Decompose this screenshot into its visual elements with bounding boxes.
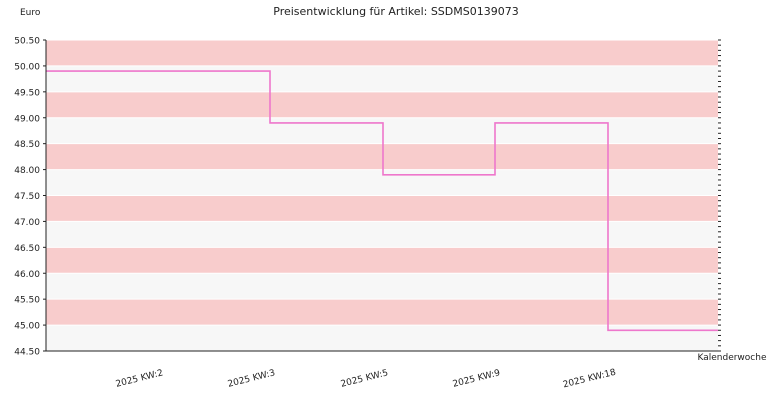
y-tick-label: 46.50: [14, 244, 40, 254]
y-axis-label: Euro: [20, 8, 41, 18]
band: [46, 299, 718, 326]
x-tick-label: 2025 KW:9: [452, 368, 502, 389]
y-tick-label: 45.00: [14, 322, 40, 332]
y-tick-label: 44.50: [14, 348, 40, 358]
y-tick-label: 48.50: [14, 140, 40, 150]
y-tick-label: 48.00: [14, 166, 40, 176]
band: [46, 247, 718, 274]
y-tick-label: 49.50: [14, 88, 40, 98]
chart-title: Preisentwicklung für Artikel: SSDMS01390…: [273, 5, 518, 18]
band: [46, 195, 718, 222]
x-tick-label: 2025 KW:5: [340, 368, 389, 389]
x-tick-label: 2025 KW:2: [115, 368, 164, 389]
x-tick-labels: 2025 KW:2 2025 KW:3 2025 KW:5 2025 KW:9 2025…: [115, 368, 618, 391]
band: [46, 40, 718, 66]
price-step-line: [46, 70, 718, 332]
y-tick-label: 50.50: [14, 37, 40, 47]
y-tick-label: 50.00: [14, 62, 40, 72]
y-tick-label: 47.00: [14, 218, 40, 228]
band: [46, 273, 718, 300]
y-tick-label: 46.00: [14, 270, 40, 280]
x-tick-label: 2025 KW:3: [227, 368, 276, 389]
band: [46, 91, 718, 118]
band: [46, 143, 718, 170]
y-tick-labels: 44.50 45.00 45.50 46.00 46.50 47.00 47.50 48.00…: [14, 37, 46, 358]
band: [46, 221, 718, 248]
y-tick-label: 45.50: [14, 296, 40, 306]
x-axis-label: Kalenderwoche: [697, 353, 766, 363]
plot-background: [46, 40, 718, 351]
series-layer: [46, 70, 718, 332]
band: [46, 169, 718, 196]
band: [46, 65, 718, 92]
band: [46, 325, 718, 351]
band: [46, 117, 718, 144]
y-tick-label: 47.50: [14, 192, 40, 202]
x-tick-label: 2025 KW:18: [562, 368, 617, 391]
y-tick-label: 49.00: [14, 114, 40, 124]
